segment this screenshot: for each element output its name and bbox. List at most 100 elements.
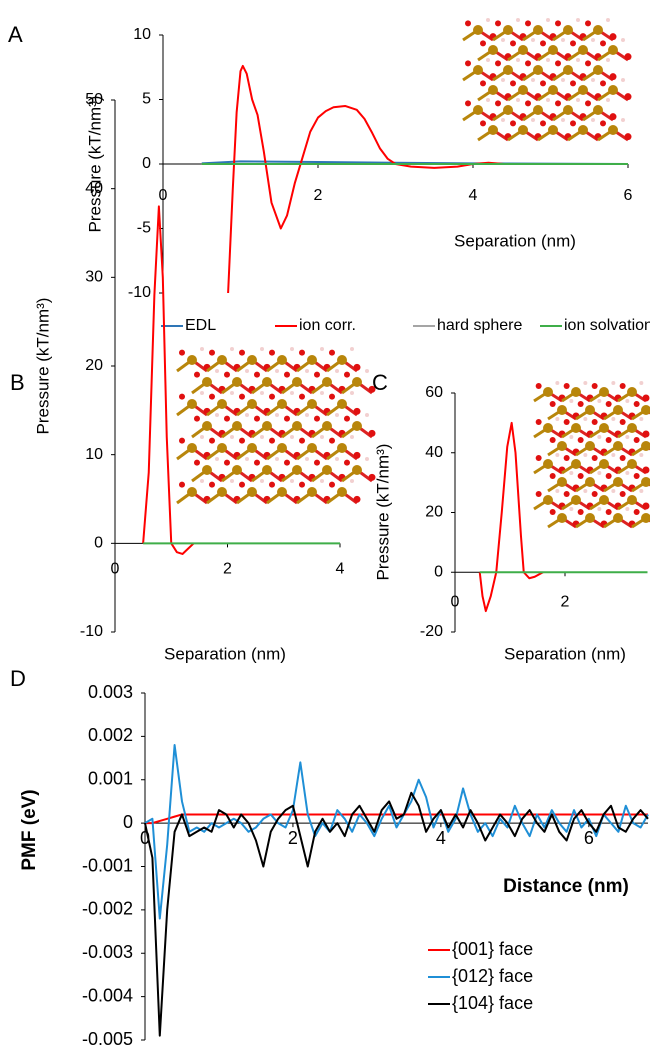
atom bbox=[564, 419, 570, 425]
atom bbox=[486, 98, 490, 102]
atom bbox=[569, 471, 573, 475]
atom bbox=[292, 421, 302, 431]
atom bbox=[546, 98, 550, 102]
atom bbox=[275, 369, 279, 373]
atom bbox=[290, 347, 294, 351]
atom bbox=[262, 421, 272, 431]
atom bbox=[599, 387, 609, 397]
y-tick-label: 10 bbox=[85, 446, 103, 463]
atom bbox=[585, 477, 595, 487]
x-tick-label: 0 bbox=[451, 593, 460, 610]
y-tick-label: -20 bbox=[420, 623, 443, 640]
atom bbox=[350, 479, 354, 483]
atom bbox=[561, 78, 565, 82]
atom bbox=[275, 457, 279, 461]
atom bbox=[495, 20, 501, 26]
atom bbox=[540, 40, 546, 46]
atom bbox=[639, 381, 643, 385]
x-tick-label: 2 bbox=[223, 561, 232, 578]
atom bbox=[569, 507, 573, 511]
atom bbox=[465, 100, 471, 106]
atom bbox=[320, 479, 324, 483]
atom bbox=[627, 495, 637, 505]
atom bbox=[187, 399, 197, 409]
atom bbox=[239, 482, 245, 488]
atom bbox=[606, 473, 612, 479]
atom bbox=[480, 120, 486, 126]
atom bbox=[230, 479, 234, 483]
atom bbox=[335, 369, 339, 373]
atom bbox=[611, 489, 615, 493]
atom bbox=[305, 457, 309, 461]
atom bbox=[277, 443, 287, 453]
atom bbox=[352, 421, 362, 431]
structure-inset bbox=[177, 347, 376, 503]
atom bbox=[548, 85, 558, 95]
atom bbox=[555, 453, 559, 457]
atom bbox=[335, 457, 339, 461]
atom bbox=[592, 419, 598, 425]
atom bbox=[503, 105, 513, 115]
atom bbox=[578, 125, 588, 135]
atom bbox=[179, 394, 185, 400]
atom bbox=[639, 453, 643, 457]
series-line bbox=[480, 423, 543, 611]
atom bbox=[597, 399, 601, 403]
atom bbox=[531, 38, 535, 42]
atom bbox=[583, 417, 587, 421]
atom bbox=[354, 408, 361, 415]
atom bbox=[627, 459, 637, 469]
atom bbox=[307, 443, 317, 453]
x-tick-label: 4 bbox=[469, 187, 478, 204]
atom bbox=[597, 435, 601, 439]
y-tick-label: 0 bbox=[94, 535, 103, 552]
atom bbox=[179, 482, 185, 488]
atom bbox=[245, 457, 249, 461]
atom bbox=[606, 437, 612, 443]
series-line bbox=[145, 793, 648, 1036]
atom bbox=[269, 482, 275, 488]
atom bbox=[516, 98, 520, 102]
atom bbox=[536, 383, 542, 389]
atom bbox=[275, 413, 279, 417]
atom bbox=[621, 78, 625, 82]
atom bbox=[593, 65, 603, 75]
atom bbox=[555, 381, 559, 385]
atom bbox=[599, 495, 609, 505]
atom bbox=[488, 85, 498, 95]
atom bbox=[299, 438, 305, 444]
legend-label: {001} face bbox=[452, 939, 533, 959]
atom bbox=[639, 489, 643, 493]
atom bbox=[585, 513, 595, 523]
atom bbox=[369, 430, 376, 437]
atom bbox=[564, 383, 570, 389]
atom bbox=[329, 482, 335, 488]
atom bbox=[592, 455, 598, 461]
atom bbox=[561, 38, 565, 42]
atom bbox=[337, 355, 347, 365]
atom bbox=[473, 105, 483, 115]
atom bbox=[320, 435, 324, 439]
atom bbox=[344, 372, 350, 378]
atom bbox=[299, 350, 305, 356]
atom bbox=[599, 423, 609, 433]
atom bbox=[495, 60, 501, 66]
atom bbox=[518, 85, 528, 95]
y-tick-label: -0.004 bbox=[82, 985, 133, 1005]
atom bbox=[239, 350, 245, 356]
atom bbox=[578, 85, 588, 95]
atom bbox=[585, 20, 591, 26]
atom bbox=[209, 482, 215, 488]
atom bbox=[480, 80, 486, 86]
atom bbox=[540, 80, 546, 86]
atom bbox=[550, 401, 556, 407]
atom bbox=[543, 387, 553, 397]
atom bbox=[525, 60, 531, 66]
atom bbox=[215, 369, 219, 373]
atom bbox=[480, 40, 486, 46]
atom bbox=[557, 405, 567, 415]
y-tick-label: 60 bbox=[425, 384, 443, 401]
atom bbox=[245, 413, 249, 417]
figure: A1050-5-100246Pressure (kT/nm³)Separatio… bbox=[0, 0, 650, 1056]
atom bbox=[546, 58, 550, 62]
